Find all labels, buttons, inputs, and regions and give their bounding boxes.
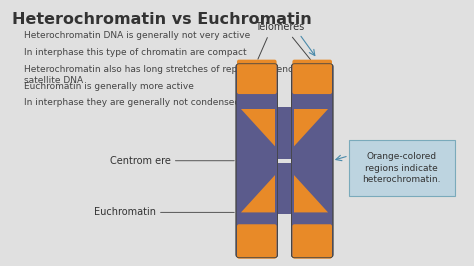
Text: Centrom ere: Centrom ere [110,156,171,166]
Text: Orange-colored
regions indicate
heterochromatin.: Orange-colored regions indicate heteroch… [363,152,441,184]
FancyBboxPatch shape [292,64,333,258]
FancyBboxPatch shape [237,224,277,259]
Polygon shape [274,163,294,214]
Text: Heterochromatin DNA is generally not very active: Heterochromatin DNA is generally not ver… [24,31,250,40]
Text: Euchromatin is generally more active: Euchromatin is generally more active [24,82,194,90]
Text: Telomeres: Telomeres [255,22,304,32]
FancyBboxPatch shape [237,60,277,94]
FancyBboxPatch shape [349,140,455,196]
FancyBboxPatch shape [236,64,278,258]
Text: Heterochromatin also has long stretches of repeat sequences called
satellite DNA: Heterochromatin also has long stretches … [24,65,334,85]
Text: Euchromatin: Euchromatin [94,207,156,217]
FancyBboxPatch shape [292,224,332,259]
Text: Heterochromatin vs Euchromatin: Heterochromatin vs Euchromatin [12,12,312,27]
FancyBboxPatch shape [292,60,332,94]
Polygon shape [241,109,328,157]
Polygon shape [274,107,294,159]
Text: In interphase this type of chromatin are compact: In interphase this type of chromatin are… [24,48,247,57]
Polygon shape [241,165,328,213]
Text: In interphase they are generally not condensed: In interphase they are generally not con… [24,98,240,107]
